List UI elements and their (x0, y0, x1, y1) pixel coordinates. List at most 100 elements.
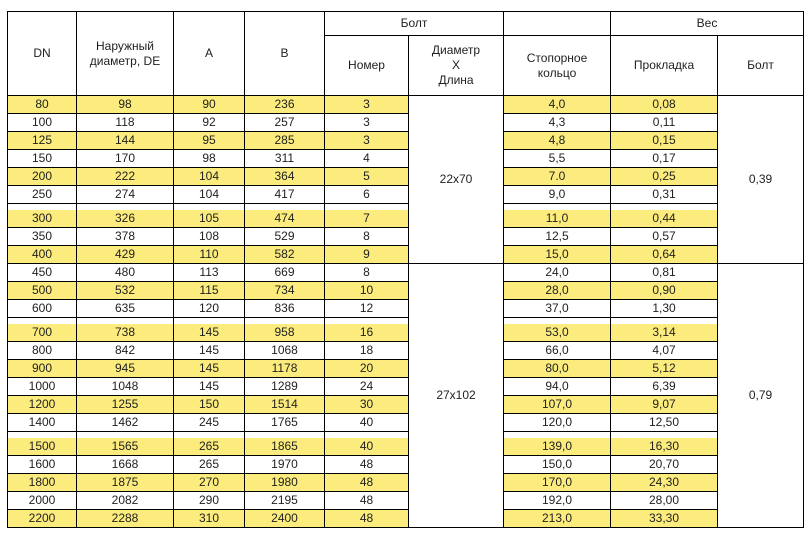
cell-dn: 250 (7, 185, 77, 204)
cell-dn: 2000 (7, 491, 77, 510)
cell-a: 110 (173, 245, 245, 264)
cell-locking-ring: 5,5 (503, 149, 612, 168)
cell-b: 236 (244, 95, 325, 114)
cell-b: 474 (244, 209, 325, 228)
cell-a: 290 (173, 491, 245, 510)
cell-bolt-number: 24 (324, 377, 409, 396)
cell-a: 108 (173, 227, 245, 246)
col-header-bolt-dimension: Диаметр Х Длина (407, 35, 505, 96)
cell-bolt-number: 40 (324, 413, 409, 432)
cell-dn: 1500 (7, 437, 77, 456)
cell-dn: 1400 (7, 413, 77, 432)
cell-locking-ring: 7.0 (503, 167, 612, 186)
spacer-row (7, 317, 804, 324)
col-header-b: B (244, 11, 325, 96)
table-body: 80 98 90 236 3 22x70 4,0 0,08 0,39 100 118 92 257 3 4,… (7, 95, 805, 528)
cell-locking-ring: 120,0 (503, 413, 612, 432)
header-spacer-cell (503, 11, 612, 36)
cell-outer-diameter: 842 (76, 341, 174, 360)
cell-a: 90 (173, 95, 245, 114)
table-row: 1800 1875 270 1980 48 170,0 24,30 (7, 473, 804, 492)
cell-outer-diameter: 945 (76, 359, 174, 378)
cell-a: 115 (173, 281, 245, 300)
cell-dn: 80 (7, 95, 77, 114)
col-header-bolt-weight: Болт (717, 35, 805, 96)
cell-bolt-number: 48 (324, 491, 409, 510)
cell-outer-diameter: 2082 (76, 491, 174, 510)
cell-a: 104 (173, 185, 245, 204)
cell-dn: 200 (7, 167, 77, 186)
cell-bolt-number: 48 (324, 473, 409, 492)
cell-gasket: 5,12 (610, 359, 719, 378)
cell-bolt-number: 16 (324, 323, 409, 342)
col-header-dn: DN (7, 11, 77, 96)
cell-a: 120 (173, 299, 245, 318)
cell-bolt-number: 4 (324, 149, 409, 168)
cell-a: 145 (173, 359, 245, 378)
cell-bolt-number: 3 (324, 113, 409, 132)
cell-locking-ring: 107,0 (503, 395, 612, 414)
flange-spec-table: DN Наружный диаметр, DE A B Болт Вес Ном… (7, 11, 805, 528)
cell-dn: 1600 (7, 455, 77, 474)
cell-a: 270 (173, 473, 245, 492)
cell-b: 285 (244, 131, 325, 150)
table-row: 1000 1048 145 1289 24 94,0 6,39 (7, 377, 804, 396)
table-row: 100 118 92 257 3 4,3 0,11 (7, 113, 804, 132)
cell-b: 2195 (244, 491, 325, 510)
table-row: 80 98 90 236 3 22x70 4,0 0,08 0,39 (7, 95, 805, 264)
cell-outer-diameter: 98 (76, 95, 174, 114)
group-header-bolt: Болт (323, 11, 505, 36)
cell-a: 265 (173, 437, 245, 456)
cell-bolt-number: 40 (324, 437, 409, 456)
cell-gasket: 4,07 (610, 341, 719, 360)
cell-a: 113 (173, 263, 245, 282)
cell-locking-ring: 9,0 (503, 185, 612, 204)
cell-gasket: 16,30 (610, 437, 719, 456)
cell-gasket: 0,15 (610, 131, 719, 150)
cell-dn: 1000 (7, 377, 77, 396)
cell-dn: 800 (7, 341, 77, 360)
cell-outer-diameter: 2288 (76, 509, 174, 528)
cell-gasket: 6,39 (610, 377, 719, 396)
table-row: 400 429 110 582 9 15,0 0,64 (7, 245, 804, 264)
cell-b: 364 (244, 167, 325, 186)
cell-outer-diameter: 1668 (76, 455, 174, 474)
cell-bolt-number: 10 (324, 281, 409, 300)
cell-gasket: 0,08 (610, 95, 719, 114)
cell-locking-ring: 53,0 (503, 323, 612, 342)
cell-a: 95 (173, 131, 245, 150)
cell-locking-ring: 139,0 (503, 437, 612, 456)
cell-b: 529 (244, 227, 325, 246)
header-row-columns: Номер Диаметр Х Длина Стопорное кольцо П… (8, 35, 805, 96)
cell-locking-ring: 80,0 (503, 359, 612, 378)
cell-bolt-number: 30 (324, 395, 409, 414)
cell-outer-diameter: 429 (76, 245, 174, 264)
cell-locking-ring: 94,0 (503, 377, 612, 396)
spacer-cell (610, 431, 719, 438)
cell-locking-ring: 150,0 (503, 455, 612, 474)
cell-bolt-weight: 0,39 (717, 95, 805, 264)
cell-b: 257 (244, 113, 325, 132)
cell-dn: 150 (7, 149, 77, 168)
cell-bolt-number: 3 (324, 131, 409, 150)
cell-b: 958 (244, 323, 325, 342)
cell-outer-diameter: 144 (76, 131, 174, 150)
cell-gasket: 0,17 (610, 149, 719, 168)
cell-bolt-number: 5 (324, 167, 409, 186)
cell-dn: 450 (7, 263, 77, 282)
table-row: 250 274 104 417 6 9,0 0,31 (7, 185, 804, 204)
table-row: 1500 1565 265 1865 40 139,0 16,30 (7, 437, 804, 456)
cell-a: 150 (173, 395, 245, 414)
cell-gasket: 24,30 (610, 473, 719, 492)
cell-b: 1289 (244, 377, 325, 396)
spacer-cell (610, 203, 719, 210)
cell-bolt-number: 9 (324, 245, 409, 264)
table-row: 150 170 98 311 4 5,5 0,17 (7, 149, 804, 168)
cell-b: 1865 (244, 437, 325, 456)
cell-bolt-number: 8 (324, 263, 409, 282)
spacer-row (7, 203, 804, 210)
table-row: 1400 1462 245 1765 40 120,0 12,50 (7, 413, 804, 432)
group-header-weight: Вес (610, 11, 805, 36)
col-header-a: A (173, 11, 245, 96)
cell-b: 1765 (244, 413, 325, 432)
